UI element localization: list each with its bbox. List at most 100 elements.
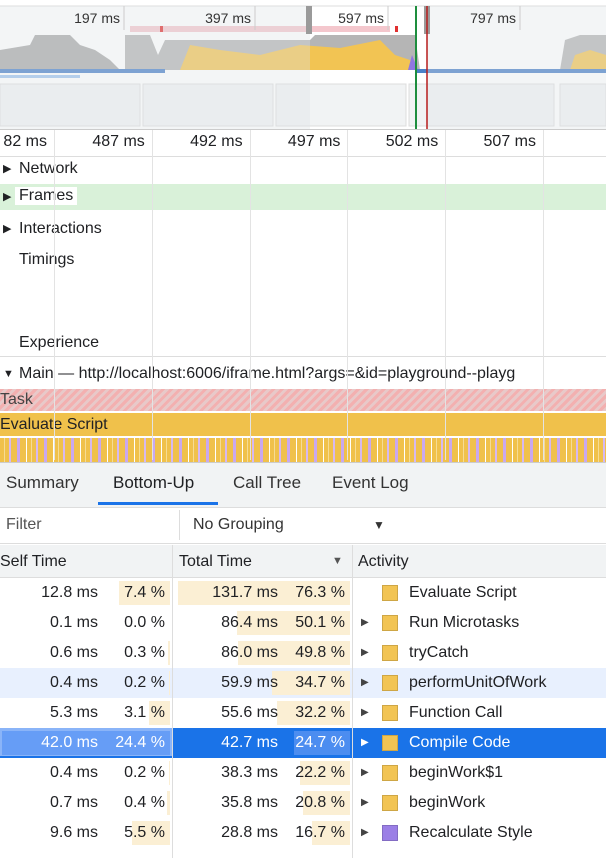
total-percent: 50.1 %	[295, 614, 345, 631]
screenshot	[408, 83, 555, 127]
activity-swatch	[382, 825, 398, 841]
ruler-tick: 502 ms	[385, 133, 439, 150]
tab-underline	[98, 502, 218, 505]
experience-track: Experience	[0, 330, 606, 358]
activity-swatch	[382, 585, 398, 601]
self-percent: 0.2 %	[124, 764, 165, 781]
column-header[interactable]: Self Time	[0, 553, 67, 570]
total-bar	[237, 611, 350, 635]
network-track[interactable]: ▶ Network	[3, 160, 78, 177]
flame-label: Task	[0, 391, 33, 408]
tab-bar	[0, 462, 606, 508]
self-percent: 0.2 %	[124, 674, 165, 691]
self-bar	[119, 581, 170, 605]
expand-arrow: ▶	[361, 767, 369, 778]
tab[interactable]: Summary	[6, 473, 79, 492]
overview-tick: 597 ms	[338, 10, 384, 26]
self-percent: 24.4 %	[115, 734, 165, 751]
toolbar	[0, 507, 606, 544]
self-time: 12.8 ms	[41, 584, 98, 601]
track-label: Network	[19, 160, 78, 177]
total-percent: 32.2 %	[295, 704, 345, 721]
table-row[interactable]: 0.7 ms 0.4 % 35.8 ms 20.8 % ▶ beginWork	[0, 788, 606, 818]
ruler-tick: 507 ms	[483, 133, 536, 150]
filter-input[interactable]: Filter	[0, 510, 180, 540]
total-percent: 22.2 %	[295, 764, 345, 781]
self-bar	[167, 641, 170, 665]
total-percent: 20.8 %	[295, 794, 345, 811]
self-percent: 0.3 %	[124, 644, 165, 661]
total-bar	[237, 641, 350, 665]
ruler-tick: 487 ms	[92, 133, 145, 150]
table-header: Self Time Total Time ▼ Activity	[0, 545, 606, 578]
activity-name: Function Call	[409, 704, 503, 721]
total-bar	[303, 791, 350, 815]
table-row[interactable]: 0.4 ms 0.2 % 59.9 ms 34.7 % ▶ performUnitOfWo…	[0, 668, 606, 698]
separator	[0, 356, 606, 357]
window-handle[interactable]	[306, 6, 312, 34]
total-bar	[294, 731, 350, 755]
self-bar	[168, 671, 170, 695]
expand-arrow: ▶	[361, 707, 369, 718]
total-percent: 24.7 %	[295, 734, 345, 751]
tab[interactable]: Bottom-Up	[113, 473, 195, 492]
expand-arrow: ▶	[361, 737, 369, 748]
table-row[interactable]: 0.4 ms 0.2 % 38.3 ms 22.2 % ▶ beginWork$1	[0, 758, 606, 788]
track-label: Experience	[19, 334, 100, 351]
dimmed-right	[427, 6, 606, 130]
activity-swatch	[382, 795, 398, 811]
table-row[interactable]: 42.0 ms 24.4 % 42.7 ms 24.7 % ▶ Compile Code	[0, 728, 606, 758]
screenshot	[0, 83, 141, 127]
task-bar[interactable]: Task	[0, 389, 606, 411]
expand-arrow: ▶	[361, 677, 369, 688]
dimmed-left	[0, 6, 310, 130]
activity-name: Recalculate Style	[409, 824, 533, 841]
overview-tick: 197 ms	[74, 10, 120, 26]
activity-swatch	[382, 615, 398, 631]
track-label: Interactions	[19, 220, 102, 237]
expand-arrow: ▶	[361, 647, 369, 658]
total-bar	[178, 581, 350, 605]
total-time: 131.7 ms	[212, 584, 278, 601]
timings-track: Timings	[0, 248, 606, 276]
evaluate-bar[interactable]: Evaluate Script	[0, 413, 606, 436]
table-row[interactable]: 12.8 ms 7.4 % 131.7 ms 76.3 % Evaluate Scrip…	[0, 578, 606, 608]
activity-name: Run Microtasks	[409, 614, 520, 631]
tab[interactable]: Event Log	[332, 473, 409, 492]
flame-children[interactable]	[0, 438, 606, 462]
self-bar	[132, 821, 170, 845]
long-task-marker	[395, 26, 398, 32]
expand-arrow: ▶	[361, 827, 369, 838]
total-time: 42.7 ms	[221, 734, 278, 751]
track-label: Frames	[15, 187, 78, 205]
activity-name: beginWork$1	[409, 764, 503, 781]
table-row[interactable]: 0.6 ms 0.3 % 86.0 ms 49.8 % ▶ tryCatch	[0, 638, 606, 668]
screenshot	[142, 83, 274, 127]
tab[interactable]: Call Tree	[233, 473, 302, 492]
total-bar	[277, 701, 350, 725]
overview[interactable]	[0, 0, 606, 130]
column-header[interactable]: Total Time	[179, 553, 252, 570]
total-time: 28.8 ms	[221, 824, 278, 841]
table-row[interactable]: 9.6 ms 5.5 % 28.8 ms 16.7 % ▶ Recalculate Sty…	[0, 818, 606, 848]
long-task-marker	[160, 26, 163, 32]
activity-swatch	[382, 705, 398, 721]
self-time: 0.6 ms	[49, 644, 98, 661]
screenshot	[275, 83, 407, 127]
interactions-track[interactable]: ▶ Interactions	[3, 220, 102, 237]
main-track[interactable]: ▼ Main — http://localhost:6006/iframe.htm…	[3, 365, 516, 382]
script-area	[180, 40, 416, 70]
table-row[interactable]: 5.3 ms 3.1 % 55.6 ms 32.2 % ▶ Function Call	[0, 698, 606, 728]
column-divider	[352, 545, 353, 858]
activity-swatch	[382, 675, 398, 691]
column-header[interactable]: Activity	[358, 553, 409, 570]
total-time: 55.6 ms	[221, 704, 278, 721]
total-time: 35.8 ms	[221, 794, 278, 811]
net-bar	[0, 69, 165, 73]
self-bar	[168, 761, 170, 785]
frames-track[interactable]: ▶ Frames	[0, 184, 606, 210]
grouping-select[interactable]: No Grouping ▼	[193, 510, 385, 540]
table-row[interactable]: 0.1 ms 0.0 % 86.4 ms 50.1 % ▶ Run Microtasks	[0, 608, 606, 638]
self-percent: 7.4 %	[124, 584, 165, 601]
total-time: 38.3 ms	[221, 764, 278, 781]
